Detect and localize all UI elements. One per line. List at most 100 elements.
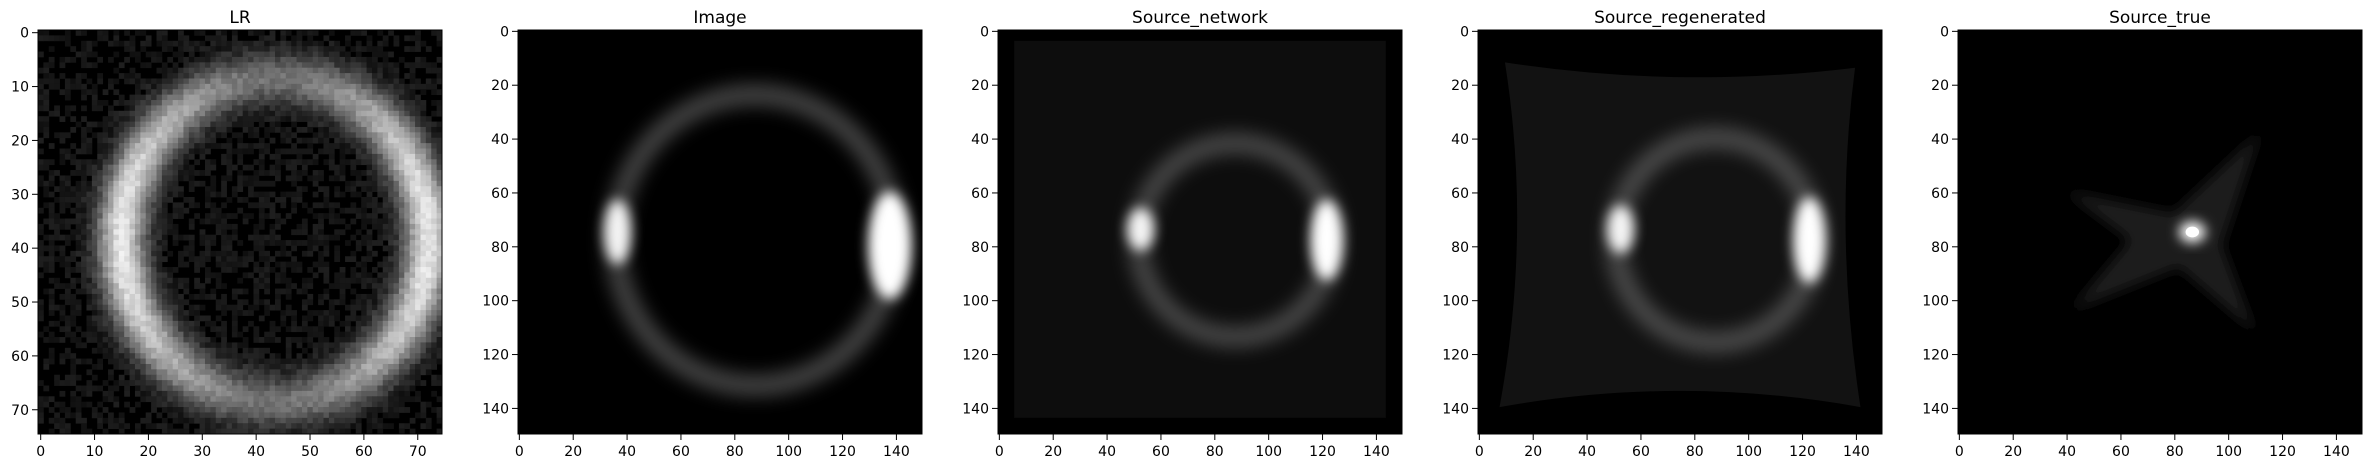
x-tick-label: 120 [829, 444, 856, 460]
x-tick-label: 40 [2058, 444, 2076, 460]
x-tick-label: 50 [301, 444, 319, 460]
panel-title: Source_true [2109, 8, 2211, 28]
x-tick-label: 20 [1524, 444, 1542, 460]
x-tick-label: 60 [355, 444, 373, 460]
x-tick-label: 20 [140, 444, 158, 460]
x-tick-label: 40 [1098, 444, 1116, 460]
y-tick-label: 20 [971, 78, 989, 94]
y-tick-label: 60 [1931, 186, 1949, 202]
panel-2: Image 0 20 40 60 80 100 120 140 0 20 40 60 80 100 120 14… [482, 8, 923, 460]
y-tick-label: 40 [491, 132, 509, 148]
y-tick-label: 70 [11, 403, 29, 419]
y-tick-label: 120 [1442, 348, 1469, 364]
panel-image [998, 30, 1402, 434]
y-tick-label: 120 [482, 348, 509, 364]
left-arc-highlight [1127, 207, 1155, 251]
y-tick-label: 40 [971, 132, 989, 148]
panel-title: Source_regenerated [1594, 8, 1766, 28]
x-tick-label: 10 [86, 444, 104, 460]
panel-image [38, 30, 442, 434]
axes-frame [1957, 29, 2363, 435]
panel-image [1478, 30, 1882, 434]
y-tick-label: 140 [962, 401, 989, 417]
x-tick-label: 60 [1632, 444, 1650, 460]
y-tick-label: 0 [980, 24, 989, 40]
x-tick-label: 80 [1206, 444, 1224, 460]
y-tick-label: 100 [962, 294, 989, 310]
y-tick-label: 80 [491, 240, 509, 256]
x-tick-label: 140 [1843, 444, 1870, 460]
y-tick-label: 0 [500, 24, 509, 40]
y-tick-label: 0 [20, 26, 29, 42]
x-tick-label: 0 [1475, 444, 1484, 460]
panel-3: Source_network 0 20 40 60 80 100 120 140 0 20 40 60 8… [962, 8, 1403, 460]
right-arc-highlight [1793, 196, 1826, 284]
y-tick-label: 100 [1442, 294, 1469, 310]
x-tick-label: 60 [672, 444, 690, 460]
x-tick-label: 140 [883, 444, 910, 460]
axes-frame [1477, 29, 1883, 435]
y-tick-label: 0 [1460, 24, 1469, 40]
y-tick-label: 60 [491, 186, 509, 202]
y-tick-label: 140 [482, 401, 509, 417]
x-tick-label: 120 [2269, 444, 2296, 460]
panel-4: Source_regenerated 0 20 40 60 80 100 120 140 0 20 4… [1442, 8, 1883, 460]
x-tick-label: 80 [726, 444, 744, 460]
y-tick-label: 60 [971, 186, 989, 202]
x-tick-label: 120 [1789, 444, 1816, 460]
y-tick-label: 120 [1922, 348, 1949, 364]
x-tick-label: 60 [2112, 444, 2130, 460]
y-tick-label: 40 [1451, 132, 1469, 148]
x-tick-label: 0 [995, 444, 1004, 460]
y-tick-label: 80 [1931, 240, 1949, 256]
x-tick-label: 20 [2004, 444, 2022, 460]
panel-title: Image [693, 8, 746, 28]
panel-image [518, 30, 922, 434]
y-tick-label: 100 [482, 294, 509, 310]
x-tick-label: 100 [1255, 444, 1282, 460]
y-tick-label: 20 [1451, 78, 1469, 94]
y-tick-label: 40 [1931, 132, 1949, 148]
left-arc-highlight [1607, 205, 1635, 254]
y-tick-label: 50 [11, 295, 29, 311]
y-tick-label: 10 [11, 80, 29, 96]
x-tick-label: 30 [193, 444, 211, 460]
x-tick-label: 140 [1363, 444, 1390, 460]
x-tick-label: 60 [1152, 444, 1170, 460]
panel-1: LR 0 10 20 30 40 50 60 70 0 10 20 30 40 50 60 70 [11, 8, 443, 460]
x-tick-label: 20 [1044, 444, 1062, 460]
y-tick-label: 80 [971, 240, 989, 256]
x-tick-label: 100 [2215, 444, 2242, 460]
right-arc-highlight [1310, 199, 1343, 281]
y-tick-label: 40 [11, 241, 29, 257]
x-tick-label: 0 [1955, 444, 1964, 460]
x-tick-label: 140 [2323, 444, 2350, 460]
y-tick-label: 0 [1940, 24, 1949, 40]
x-tick-label: 80 [1686, 444, 1704, 460]
y-tick-label: 60 [1451, 186, 1469, 202]
x-tick-label: 80 [2166, 444, 2184, 460]
x-tick-label: 70 [409, 444, 427, 460]
y-tick-label: 30 [11, 187, 29, 203]
y-tick-label: 100 [1922, 294, 1949, 310]
x-tick-label: 120 [1309, 444, 1336, 460]
x-tick-label: 0 [36, 444, 45, 460]
source-star [2065, 132, 2260, 332]
y-tick-label: 20 [11, 133, 29, 149]
axes-frame [517, 29, 923, 435]
x-tick-label: 40 [1578, 444, 1596, 460]
y-tick-label: 20 [491, 78, 509, 94]
axes-frame [37, 29, 443, 435]
x-tick-label: 40 [618, 444, 636, 460]
x-tick-label: 100 [775, 444, 802, 460]
x-tick-label: 0 [515, 444, 524, 460]
panel-5: Source_true 0 20 40 60 80 100 120 140 0 20 40 60 80 10… [1922, 8, 2363, 460]
source-core-bright [2185, 226, 2200, 238]
x-tick-label: 20 [564, 444, 582, 460]
y-tick-label: 20 [1931, 78, 1949, 94]
axes-frame [997, 29, 1403, 435]
y-tick-label: 140 [1442, 401, 1469, 417]
y-tick-label: 60 [11, 349, 29, 365]
